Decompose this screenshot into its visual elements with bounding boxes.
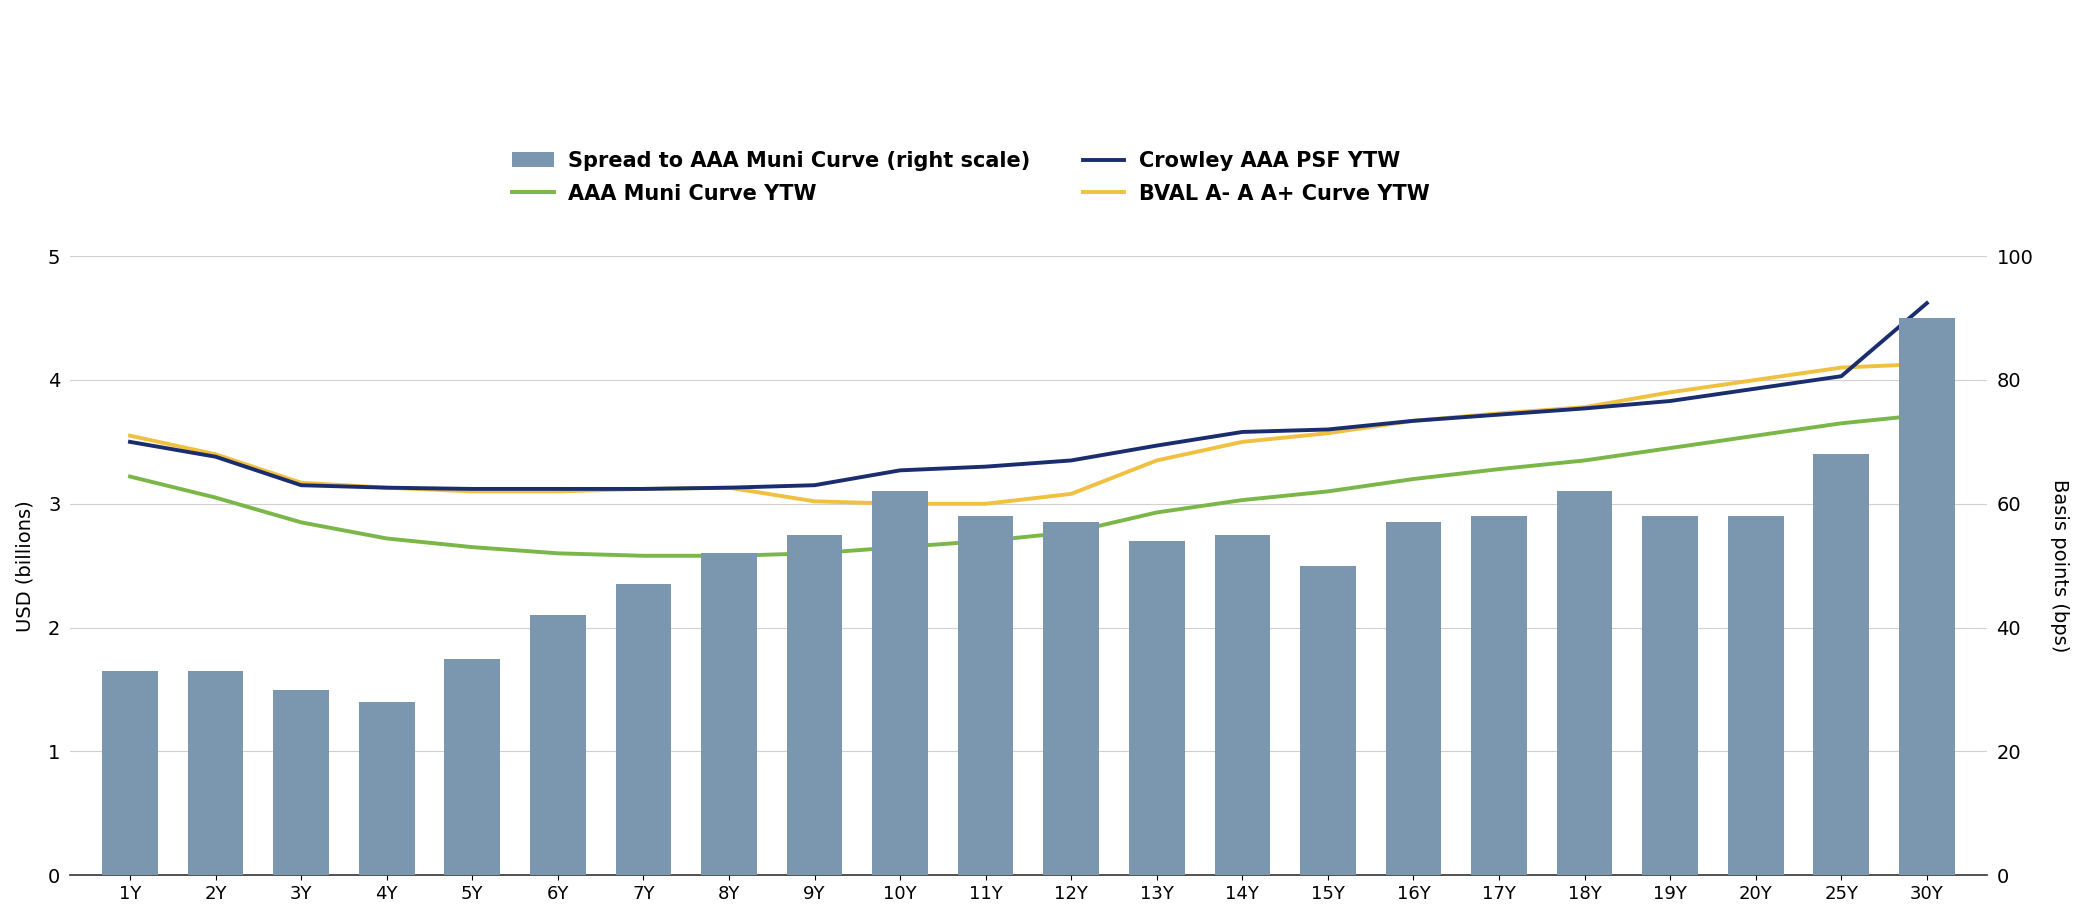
Bar <box>529 615 586 875</box>
Bar <box>102 671 158 875</box>
Bar <box>959 516 1013 875</box>
Bar <box>1813 454 1869 875</box>
Bar <box>1300 565 1357 875</box>
Bar <box>700 554 756 875</box>
Bar <box>1044 522 1098 875</box>
Bar <box>1215 535 1269 875</box>
Bar <box>188 671 244 875</box>
Bar <box>873 491 927 875</box>
Bar <box>1557 491 1613 875</box>
Legend: Spread to AAA Muni Curve (right scale), AAA Muni Curve YTW, Crowley AAA PSF YTW,: Spread to AAA Muni Curve (right scale), … <box>504 142 1438 212</box>
Bar <box>1728 516 1784 875</box>
Bar <box>1130 541 1184 875</box>
Bar <box>1386 522 1442 875</box>
Bar <box>444 658 500 875</box>
Bar <box>1899 318 1955 875</box>
Bar <box>273 689 329 875</box>
Bar <box>1642 516 1698 875</box>
Y-axis label: USD (billions): USD (billions) <box>15 499 33 632</box>
Bar <box>358 702 415 875</box>
Bar <box>1471 516 1528 875</box>
Bar <box>615 584 671 875</box>
Y-axis label: Basis points (bps): Basis points (bps) <box>2051 479 2069 653</box>
Bar <box>786 535 842 875</box>
